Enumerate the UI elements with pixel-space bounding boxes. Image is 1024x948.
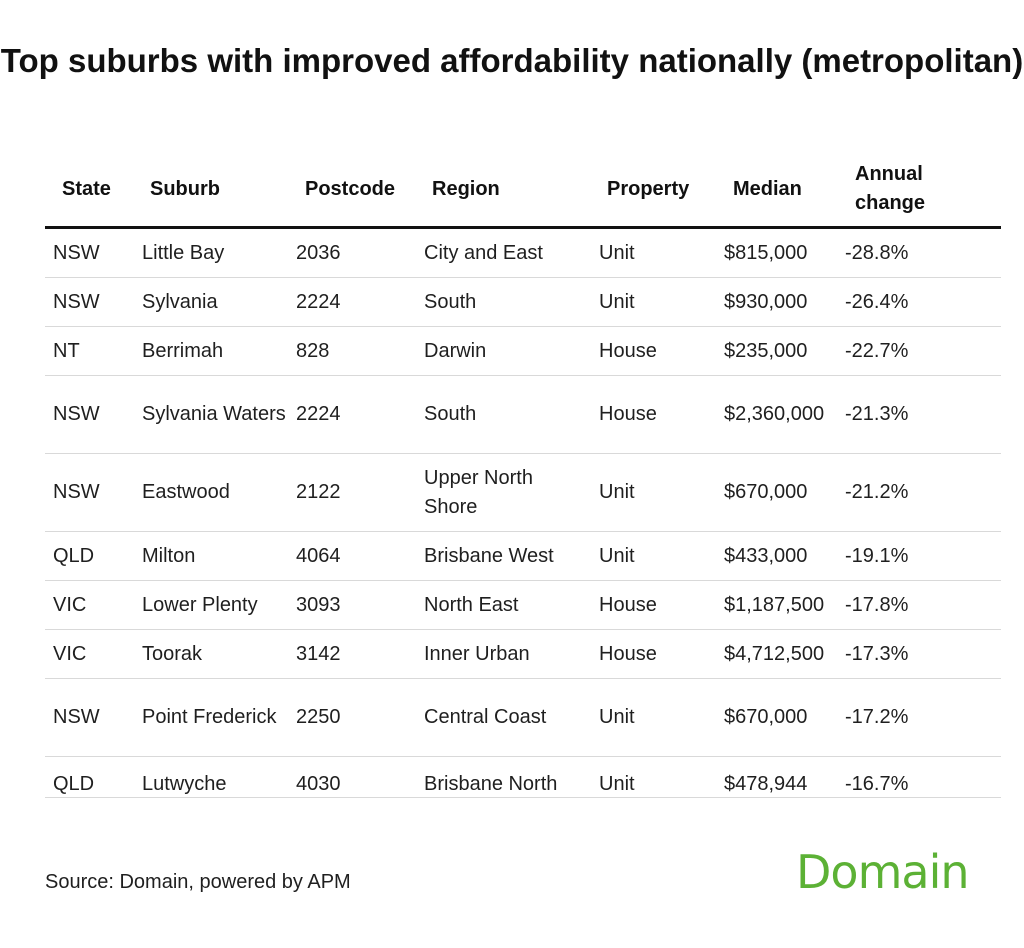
cell-annual-change: -21.2%: [845, 481, 909, 503]
cell-region: Inner Urban: [424, 642, 530, 665]
cell-property: Unit: [599, 290, 635, 313]
table-row: VIC Toorak 3142 Inner Urban House $4,712,500-…: [45, 630, 1001, 679]
cell-annual-change: -26.4%: [845, 290, 909, 313]
cell-postcode: 3142: [296, 642, 341, 665]
cell-state: NSW: [53, 290, 100, 313]
header-state: State: [62, 177, 111, 200]
cell-property: House: [599, 339, 657, 362]
cell-state: QLD: [53, 773, 95, 795]
cell-annual-change: -21.3%: [845, 403, 909, 425]
header-postcode: Postcode: [305, 177, 396, 200]
cell-annual-change: -17.2%: [845, 706, 909, 728]
cell-annual-change: -17.8%: [845, 593, 909, 616]
cell-annual-change: -22.7%: [845, 339, 909, 362]
cell-annual-change: -28.8%: [845, 241, 909, 264]
cell-state: VIC: [53, 593, 87, 616]
cell-property: House: [599, 403, 657, 425]
cell-property: House: [599, 593, 657, 616]
cell-postcode: 2122: [296, 481, 341, 503]
cell-region: Brisbane North: [424, 773, 558, 795]
cell-median: $1,187,500: [724, 593, 825, 616]
table-row: VIC Lower Plenty 3093 North East House $1,187…: [45, 581, 1001, 630]
cell-median: $930,000: [724, 290, 808, 313]
cell-median: $235,000: [724, 339, 808, 362]
cell-suburb: Eastwood: [142, 481, 230, 503]
header-suburb: Suburb: [150, 177, 220, 200]
cell-postcode: 2224: [296, 403, 341, 425]
cell-state: QLD: [53, 544, 95, 567]
cell-postcode: 4030: [296, 773, 341, 795]
cell-postcode: 2224: [296, 290, 341, 313]
cell-annual-change: -19.1%: [845, 544, 909, 567]
table-row: NT Berrimah 828 Darwin House $235,000 -22.7%: [45, 327, 1001, 376]
cell-property: House: [599, 642, 657, 665]
cell-suburb: Point Frederick: [142, 706, 277, 728]
cell-region: South: [424, 290, 477, 313]
cell-region: City and East: [424, 241, 543, 264]
cell-median: $670,000: [724, 481, 808, 503]
cell-median: $433,000: [724, 544, 808, 567]
cell-suburb: Lutwyche: [142, 773, 227, 795]
header-property: Property: [607, 177, 690, 200]
cell-property: Unit: [599, 481, 635, 503]
cell-suburb: Milton: [142, 544, 196, 567]
cell-property: Unit: [599, 706, 635, 728]
cell-suburb: Sylvania Waters: [142, 403, 286, 425]
table-header: State Suburb Postcode Region Property Me…: [45, 152, 1001, 229]
cell-median: $2,360,000: [724, 403, 825, 425]
cell-property: Unit: [599, 773, 635, 795]
table-row: QLD Milton 4064 Brisbane West Unit $433,000 -1…: [45, 532, 1001, 581]
cell-region: North East: [424, 593, 519, 616]
cell-region: Brisbane West: [424, 544, 554, 567]
chart-title: Top suburbs with improved affordability …: [0, 42, 1024, 79]
table-row: NSW Little Bay 2036 City and East Unit $815,0…: [45, 229, 1001, 278]
cell-postcode: 2250: [296, 706, 341, 728]
cell-suburb: Toorak: [142, 642, 203, 665]
cell-state: NSW: [53, 481, 100, 503]
source-note: Source: Domain, powered by APM: [45, 871, 351, 893]
cell-region: Upper North Shore: [424, 466, 533, 518]
cell-state: NSW: [53, 241, 100, 264]
cell-median: $670,000: [724, 706, 808, 728]
header-region: Region: [432, 177, 500, 200]
data-table: State Suburb Postcode Region Property Me…: [45, 152, 1001, 798]
cell-suburb: Sylvania: [142, 290, 218, 313]
cell-state: VIC: [53, 642, 87, 665]
cell-postcode: 2036: [296, 241, 341, 264]
domain-logo: Domain: [796, 845, 969, 899]
cell-suburb: Little Bay: [142, 241, 225, 264]
table-body: NSW Little Bay 2036 City and East Unit $815,0…: [45, 229, 1001, 798]
cell-region: South: [424, 403, 477, 425]
cell-property: Unit: [599, 544, 635, 567]
cell-region: Darwin: [424, 339, 487, 362]
cell-postcode: 4064: [296, 544, 341, 567]
cell-suburb: Berrimah: [142, 339, 224, 362]
table-row: NSW Sylvania Waters 2224 South House $2,360,0…: [45, 376, 1001, 454]
table-row: NSW Eastwood 2122 Upper North Shore Unit $670…: [45, 454, 1001, 532]
cell-median: $815,000: [724, 241, 808, 264]
header-median: Median: [733, 177, 802, 200]
cell-postcode: 828: [296, 339, 330, 362]
cell-median: $4,712,500: [724, 642, 825, 665]
header-annual-change: Annual change: [855, 163, 926, 214]
cell-annual-change: -17.3%: [845, 642, 909, 665]
cell-state: NSW: [53, 706, 100, 728]
table-row: NSW Sylvania 2224 South Unit $930,000 -26.4%: [45, 278, 1001, 327]
cell-state: NT: [53, 339, 80, 362]
cell-suburb: Lower Plenty: [142, 593, 258, 616]
cell-region: Central Coast: [424, 706, 547, 728]
cell-property: Unit: [599, 241, 635, 264]
cell-annual-change: -16.7%: [845, 773, 909, 795]
cell-state: NSW: [53, 403, 100, 425]
table-row: NSW Point Frederick 2250 Central Coast Unit $…: [45, 679, 1001, 757]
cell-postcode: 3093: [296, 593, 341, 616]
table-row: QLD Lutwyche 4030 Brisbane North Unit $478,94…: [45, 757, 1001, 798]
cell-median: $478,944: [724, 773, 808, 795]
